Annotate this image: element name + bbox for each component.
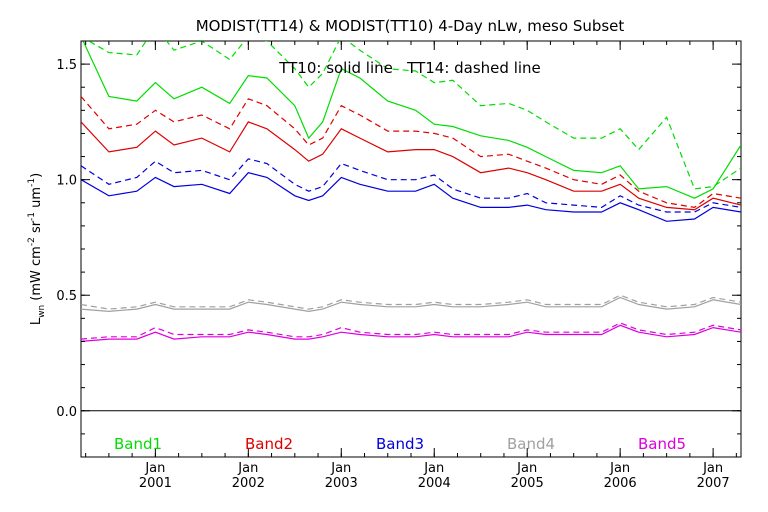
x-tick-month-label: Jan: [144, 461, 165, 476]
series-line-band5-dashed: [81, 322, 741, 340]
series-line-band4-dashed: [81, 294, 741, 310]
y-axis-label: Lwn (mW cm-2 sr-1 um-1): [27, 173, 47, 325]
series-lines: [81, 41, 741, 342]
x-tick-year-label: 2006: [604, 476, 637, 491]
chart-title: MODIST(TT14) & MODIST(TT10) 4-Day nLw, m…: [196, 17, 625, 35]
x-tick-year-label: 2005: [511, 476, 544, 491]
x-tick-month-label: Jan: [609, 461, 630, 476]
svg-text:Lwn (mW cm-2 sr-1 um-1): Lwn (mW cm-2 sr-1 um-1): [27, 173, 47, 325]
x-tick-month-label: Jan: [237, 461, 258, 476]
x-tick-month-label: Jan: [702, 461, 723, 476]
legend-band4: Band4: [507, 435, 555, 453]
x-tick-month-label: Jan: [330, 461, 351, 476]
series-line-band2-solid: [81, 121, 741, 211]
legend-band2: Band2: [245, 435, 293, 453]
y-label-exp1: -2: [27, 237, 37, 246]
series-line-band4-solid: [81, 296, 741, 313]
series-line-band3-dashed: [81, 158, 741, 213]
x-tick-year-label: 2007: [697, 476, 730, 491]
series-line-band5-solid: [81, 324, 741, 342]
y-label-sub: wn: [37, 305, 47, 318]
x-tick-month-label: Jan: [516, 461, 537, 476]
x-tick-year-label: 2003: [325, 476, 358, 491]
x-axis: Jan2001Jan2002Jan2003Jan2004Jan2005Jan20…: [85, 41, 737, 491]
y-label-um: um: [29, 187, 44, 212]
y-axis: 0.0 0.5 1.0 1.5: [56, 40, 741, 458]
x-tick-month-label: Jan: [423, 461, 444, 476]
legend: Band1 Band2 Band3 Band4 Band5: [114, 435, 686, 453]
y-label-sr: sr: [29, 220, 44, 237]
y-label-units: (mW cm: [29, 246, 44, 305]
y-tick-label: 0.0: [56, 405, 77, 420]
legend-band1: Band1: [114, 435, 162, 453]
plot-frame: [80, 40, 742, 458]
y-tick-label: 1.0: [56, 174, 77, 189]
series-line-band1-dashed: [87, 41, 741, 190]
legend-band5: Band5: [638, 435, 686, 453]
y-tick-label: 1.5: [56, 58, 77, 73]
y-tick-label: 0.5: [56, 289, 77, 304]
series-line-band1-solid: [82, 41, 741, 199]
y-label-exp3: -1: [27, 178, 37, 187]
x-tick-year-label: 2002: [232, 476, 265, 491]
line-style-note: TT10: solid line TT14: dashed line: [278, 59, 541, 77]
legend-band3: Band3: [376, 435, 424, 453]
series-line-band3-solid: [81, 172, 741, 222]
series-line-band2-dashed: [81, 96, 741, 209]
y-label-close: ): [29, 173, 44, 178]
y-label-l: L: [29, 317, 44, 325]
x-tick-year-label: 2001: [139, 476, 172, 491]
x-tick-year-label: 2004: [418, 476, 451, 491]
y-label-exp2: -1: [27, 212, 37, 221]
